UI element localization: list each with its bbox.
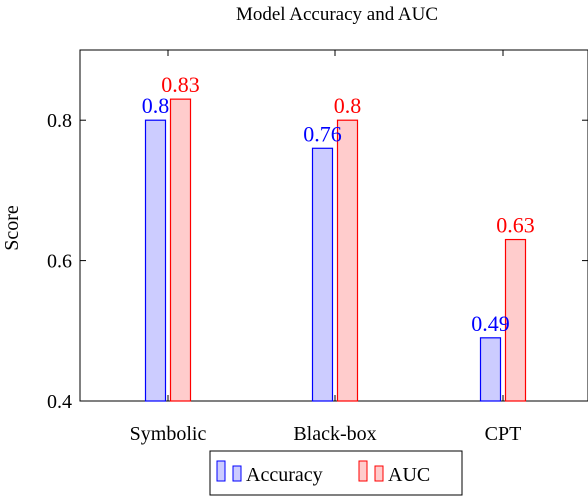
- y-tick-label: 0.8: [47, 110, 72, 132]
- bar-accuracy-black-box: [311, 147, 334, 402]
- bar-accuracy-symbolic: [144, 119, 167, 402]
- legend-swatch-accuracy-a: [216, 460, 226, 482]
- legend-label-auc: AUC: [388, 464, 430, 486]
- bars: [144, 98, 527, 402]
- x-axis: Symbolic Black-box CPT: [130, 50, 522, 445]
- bar-value-label: 0.63: [496, 213, 535, 238]
- bar-value-label: 0.83: [161, 72, 200, 97]
- plot-area: [79, 49, 588, 402]
- y-tick-label: 0.4: [47, 391, 72, 413]
- bar-value-label: 0.76: [303, 121, 342, 146]
- legend-label-accuracy: Accuracy: [246, 464, 323, 486]
- legend-box: [209, 450, 463, 496]
- legend-items: Accuracy AUC: [216, 460, 430, 486]
- bar-value-label: 0.8: [334, 93, 362, 118]
- x-tick-label: CPT: [485, 423, 522, 445]
- chart-title: Model Accuracy and AUC: [236, 4, 438, 25]
- bar-value-label: 0.8: [142, 93, 170, 118]
- legend-swatch-auc-a: [358, 460, 368, 482]
- y-axis: 0.4 0.6 0.8: [47, 110, 588, 413]
- x-tick-label: Black-box: [293, 423, 376, 445]
- bar-auc-symbolic: [169, 98, 192, 402]
- bar-value-label: 0.49: [471, 311, 510, 336]
- legend-swatch-auc-b: [374, 465, 384, 482]
- y-axis-label: Score: [1, 205, 23, 251]
- legend: Accuracy AUC: [209, 450, 463, 496]
- bar-auc-black-box: [336, 119, 359, 402]
- y-tick-label: 0.6: [47, 251, 72, 273]
- bar-labels: 0.80.760.490.830.80.63: [142, 72, 535, 336]
- bar-auc-cpt: [504, 238, 527, 402]
- legend-swatch-accuracy-b: [232, 465, 242, 482]
- bar-accuracy-cpt: [479, 337, 502, 402]
- x-tick-label: Symbolic: [130, 423, 207, 445]
